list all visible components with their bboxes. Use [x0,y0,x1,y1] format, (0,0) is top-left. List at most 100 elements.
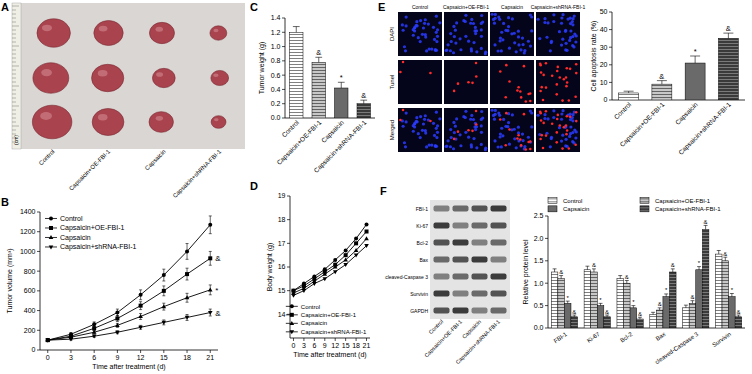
group-label: Control [38,148,56,166]
tunel-signal [517,134,520,137]
dapi-nucleus [412,124,415,127]
blot-row-label: Bcl-2 [417,240,429,246]
dapi-nucleus [446,43,449,46]
y-tick-label: 14 [278,311,286,318]
error-bar [209,216,212,234]
tumor [152,68,175,87]
error-bar [559,276,563,279]
dapi-nucleus [530,111,533,114]
dapi-nucleus [530,125,533,128]
dapi-nucleus [564,29,567,32]
dapi-nucleus [454,125,457,128]
blot-band [491,240,507,246]
figure: ABCDEF(cm)ControlCapsaicin+OE-FBI-1Capsa… [0,0,752,374]
significance-mark: * [215,286,218,295]
x-tick [303,338,304,341]
bar-hatch [683,308,690,328]
x-tick-label: 9 [115,354,119,361]
dapi-nucleus [419,40,422,43]
tunel-signal [475,75,478,78]
plot-area [45,216,212,343]
tumor-highlight [40,112,52,120]
dapi-nucleus [513,137,516,140]
tunel-signal [540,71,543,74]
data-point [115,323,120,327]
data-point [322,272,327,276]
bar [652,84,672,100]
legend-marker [290,321,295,325]
error-bar [651,312,655,314]
dapi-nucleus [529,44,532,47]
dapi-nucleus [515,146,518,149]
micrograph [398,60,442,104]
group-label: Capsaicin+OE-FBI-1 [68,148,112,192]
bar-hatch [722,261,729,328]
ruler-tick [12,114,16,115]
dapi-nucleus [469,118,472,121]
y-tick [282,118,285,119]
tunel-signal [565,115,568,118]
data-point [92,335,97,339]
y-tick [609,29,612,30]
dapi-nucleus [464,131,467,134]
data-point [291,294,296,298]
error-bar [664,294,668,297]
bar [617,279,624,328]
dapi-nucleus [425,49,428,52]
significance-mark: & [215,309,221,318]
significance-mark: * [698,260,701,266]
x-tick [47,350,48,353]
dapi-nucleus [502,22,505,25]
dapi-nucleus [545,36,548,39]
legend-label: Capsaicin+OE-FBI-1 [60,225,124,233]
dapi-nucleus [569,132,572,135]
significance-mark: & [215,254,221,263]
dapi-nucleus [560,118,563,121]
group-label: Capsaicin+shRNA-FBI-1 [172,148,223,199]
dapi-nucleus [421,33,424,36]
bar [551,272,558,328]
y-tick-label: 1400 [20,208,36,215]
error-bar [736,315,740,317]
y-axis [40,212,41,350]
dapi-nucleus [550,41,553,44]
error-bar [592,269,596,272]
blot-band [472,274,488,280]
tunel-signal [565,76,568,79]
tunel-signal [539,112,542,115]
significance-mark: & [690,294,694,300]
dapi-nucleus [422,26,425,29]
tumor-highlight [99,26,108,32]
tunel-signal [527,93,530,96]
x-tick-label: 18 [183,354,191,361]
bar [650,315,657,328]
x-tick [293,338,294,341]
micrograph [444,60,488,104]
dapi-nucleus [527,136,530,139]
bar [624,283,631,328]
tunel-signal [516,137,519,140]
series-line [48,290,211,340]
tunel-signal [499,70,502,73]
ruler-tick [12,14,16,15]
y-tick-label: 50 [600,8,608,15]
legend-label: Capsaicin+OE-FBI-1 [301,312,357,318]
dapi-nucleus [405,24,408,27]
dapi-nucleus [402,29,405,32]
legend-swatch [640,206,649,212]
dapi-nucleus [464,14,467,17]
dapi-nucleus [494,17,497,20]
y-tick-label: 0.5 [534,302,544,309]
tunel-signal [566,129,569,132]
y-tick [287,196,290,197]
bar [571,317,578,328]
tunel-signal [504,96,507,99]
dapi-nucleus [454,42,457,45]
tunel-signal [471,82,474,85]
dapi-nucleus [445,144,448,147]
ruler-tick [12,126,19,127]
dapi-nucleus [508,47,511,50]
significance-mark: & [726,24,731,33]
y-tick [282,18,285,19]
y-tick [609,47,612,48]
